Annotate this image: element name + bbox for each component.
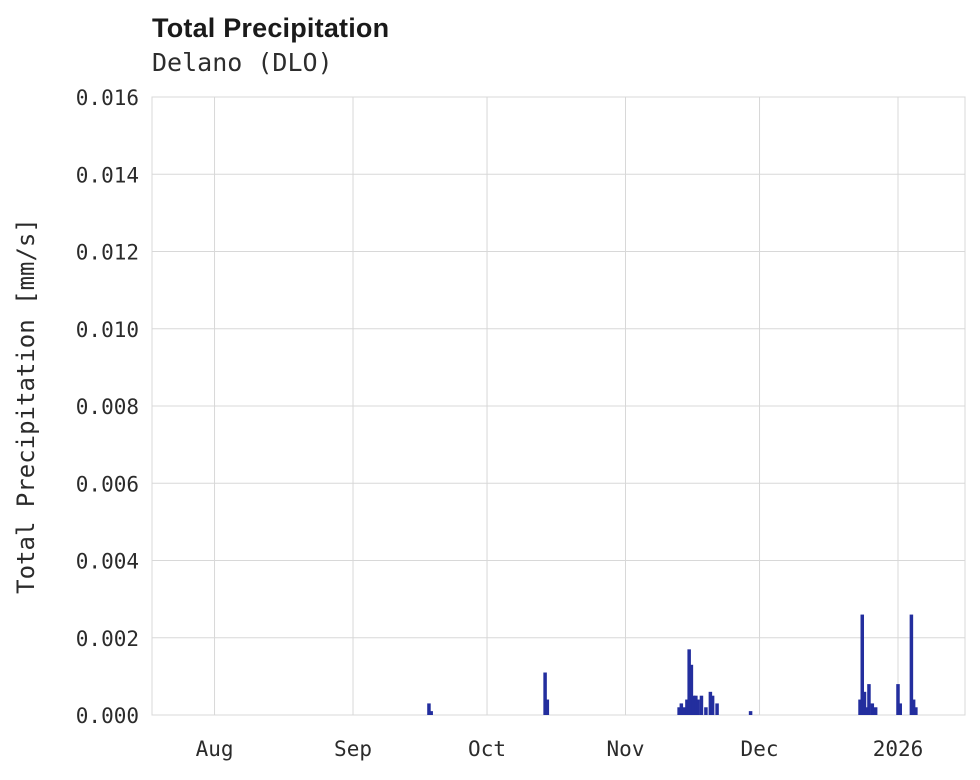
precipitation-bar xyxy=(704,707,708,715)
chart-header: Total Precipitation Delano (DLO) xyxy=(152,13,390,77)
y-tick-label: 0.006 xyxy=(76,472,139,496)
y-tick-label: 0.000 xyxy=(76,704,139,728)
precipitation-bar xyxy=(694,695,698,715)
y-tick-label: 0.002 xyxy=(76,627,139,651)
y-tick-label: 0.012 xyxy=(76,241,139,265)
precipitation-bar xyxy=(543,672,547,715)
precipitation-bar xyxy=(685,699,689,715)
x-tick-label: 2026 xyxy=(873,737,924,761)
precipitation-bar xyxy=(691,695,696,715)
precipitation-bar xyxy=(867,684,871,715)
chart-title: Total Precipitation xyxy=(152,13,390,43)
precipitation-bar xyxy=(677,707,681,715)
precipitation-bar xyxy=(858,699,862,715)
precipitation-bar xyxy=(914,707,918,715)
precipitation-bar xyxy=(870,703,875,715)
x-tick-label: Sep xyxy=(334,737,372,761)
precipitation-bar xyxy=(696,699,700,715)
precipitation-bar xyxy=(896,684,900,715)
y-tick-labels: 0.000 0.002 0.004 0.006 0.008 0.010 0.012 0.014… xyxy=(76,86,139,728)
y-tick-label: 0.016 xyxy=(76,86,139,110)
precipitation-bar xyxy=(862,691,867,715)
precipitation-bar xyxy=(689,664,694,715)
precipitation-bar xyxy=(873,707,878,715)
precipitation-bar xyxy=(909,614,914,715)
precipitation-bar xyxy=(911,699,916,715)
plot-border xyxy=(151,96,966,716)
precipitation-bar xyxy=(860,614,865,715)
precipitation-bar xyxy=(715,703,719,715)
y-tick-label: 0.014 xyxy=(76,163,139,187)
y-tick-label: 0.004 xyxy=(76,550,139,574)
precipitation-bar xyxy=(708,691,713,715)
x-tick-label: Oct xyxy=(468,737,506,761)
y-tick-label: 0.010 xyxy=(76,318,139,342)
x-tick-label: Nov xyxy=(607,737,645,761)
precipitation-bar xyxy=(687,649,691,715)
y-tick-label: 0.008 xyxy=(76,395,139,419)
y-axis-label: Total Precipitation [mm/s] xyxy=(12,218,40,594)
precipitation-bar xyxy=(699,695,704,715)
precipitation-bar xyxy=(429,711,433,715)
precipitation-bar xyxy=(679,703,684,715)
precipitation-bar xyxy=(748,711,753,715)
precipitation-bar xyxy=(898,703,902,715)
precipitation-bar xyxy=(682,707,687,715)
precipitation-bar xyxy=(427,703,431,715)
precipitation-bar xyxy=(710,695,715,715)
precipitation-bar xyxy=(545,699,550,715)
x-tick-label: Aug xyxy=(196,737,234,761)
precipitation-bars xyxy=(427,614,918,715)
chart-subtitle: Delano (DLO) xyxy=(152,47,333,77)
precipitation-bar xyxy=(864,707,869,715)
x-tick-labels: Aug Sep Oct Nov Dec 2026 xyxy=(196,737,924,761)
x-tick-label: Dec xyxy=(741,737,779,761)
